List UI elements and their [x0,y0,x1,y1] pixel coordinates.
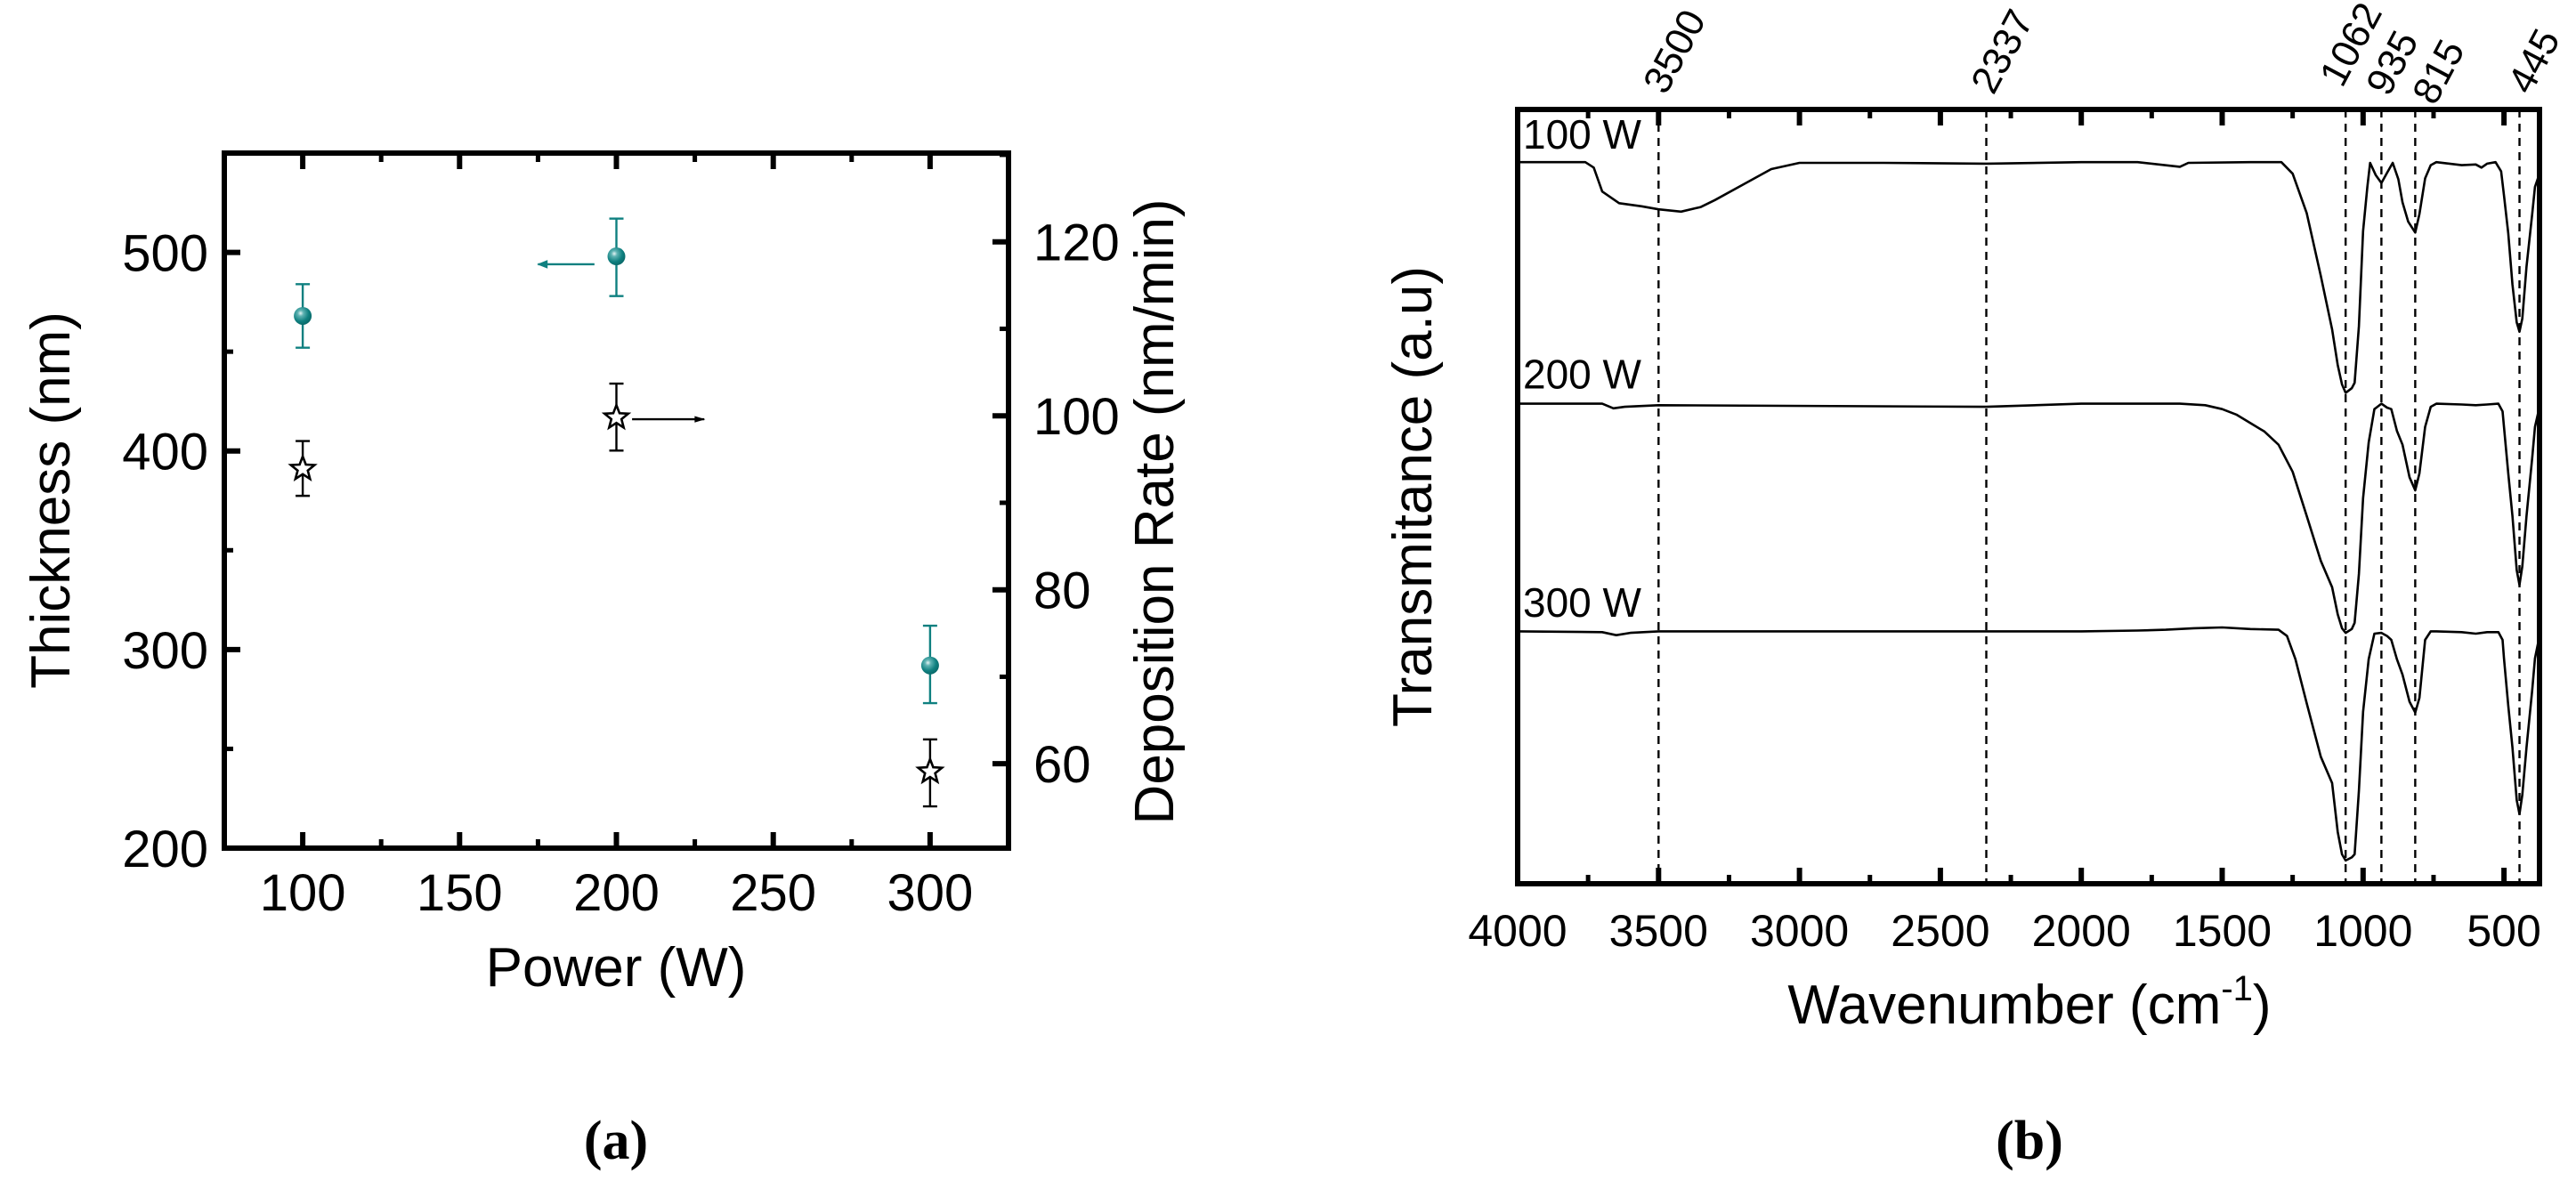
y-tick-label: 300 [122,622,208,680]
series-label: 200 W [1523,352,1642,398]
panel-b-plot-frame [1515,107,2542,886]
panel-a-tick-labels: 100 150 200 250 300 200 300 400 500 60 80 100 120 [122,214,1120,922]
plot-frame-border [1515,107,2542,886]
rate-point [288,440,318,497]
thickness-point [607,217,626,297]
open-star-marker-icon [601,401,632,431]
panel-a-left-y-axis-label: Thickness (nm) [20,311,82,689]
x-tick-label: 3500 [1609,906,1708,956]
panel-b-tick-labels: 4000 3500 3000 2500 2000 1500 1000 500 [1468,906,2540,956]
open-star-marker-icon [288,453,318,482]
x-tick-label: 1000 [2313,906,2412,956]
panel-a-right-y-axis-label: Deposition Rate (nm/min) [1124,199,1186,825]
thickness-point [920,624,939,705]
sphere-marker-icon [294,306,312,325]
spectrum-trace [1518,160,2541,394]
y-tick-label: 400 [122,424,208,481]
y-tick-label: 200 [122,821,208,878]
open-star-marker-icon [915,756,945,785]
x-tick-label: 100 [260,864,346,922]
panel-b-x-axis-label: Wavenumber (cm-1) [1787,969,2271,1036]
thickness-point [294,283,312,349]
x-tick-label: 4000 [1468,906,1567,956]
x-tick-label: 150 [417,864,503,922]
peak-label: 445 [2499,22,2569,101]
panel-b-spectra-traces [1517,160,2541,862]
rate-point [601,382,632,452]
sphere-marker-icon [607,247,626,266]
panel-b-reference-lines [1657,109,2521,884]
panel-b-caption: (b) [1996,1111,2063,1171]
y-tick-label: 500 [122,225,208,283]
panel-b-axis-ticks [1515,109,2507,884]
peak-label: 3500 [1635,3,1714,100]
panel-b-chart: 4000 3500 3000 2500 2000 1500 1000 500 3500 2337… [1382,0,2569,1171]
spectrum-trace [1517,626,2541,862]
x-tick-label: 3000 [1750,906,1849,956]
spectrum-trace [1518,402,2541,635]
panel-b-y-axis-label: Transmitance (a.u) [1382,266,1444,727]
x-tick-label: 1500 [2173,906,2272,956]
peak-label: 2337 [1963,3,2042,100]
panel-a-caption: (a) [584,1111,648,1171]
y2-tick-label: 120 [1033,214,1120,272]
x-tick-label: 300 [887,864,974,922]
y2-tick-label: 60 [1033,736,1091,794]
panel-a-x-axis-label: Power (W) [486,937,747,999]
y2-tick-label: 80 [1033,562,1091,620]
rate-point [915,738,945,808]
series-label: 100 W [1523,111,1642,158]
x-tick-label: 2500 [1891,906,1989,956]
x-tick-label: 250 [730,864,816,922]
x-tick-label: 500 [2467,906,2540,956]
sphere-marker-icon [920,656,939,675]
series-label: 300 W [1523,579,1642,626]
y2-tick-label: 100 [1033,388,1120,446]
panel-b-series-labels: 100 W 200 W 300 W [1523,111,1642,626]
panel-a-chart: 100 150 200 250 300 200 300 400 500 60 80 100 120 Po… [20,150,1186,1171]
x-tick-label: 2000 [2032,906,2131,956]
panel-a-axis-ticks [224,152,1009,851]
panel-a-data-points [288,217,945,808]
x-tick-label: 200 [573,864,660,922]
